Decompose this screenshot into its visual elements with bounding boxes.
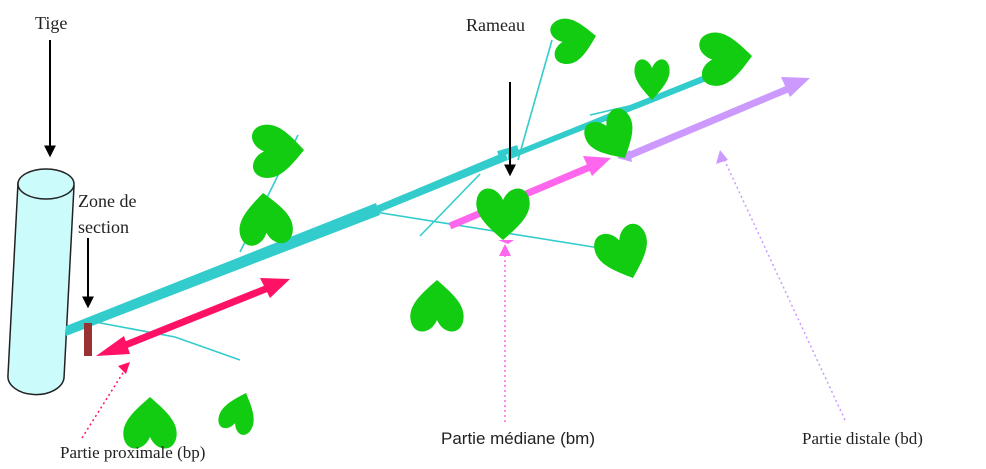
distal-part-arrow (617, 77, 810, 162)
distal-leader-head (716, 150, 728, 164)
leaves (123, 18, 752, 449)
rameau-label: Rameau (466, 15, 525, 35)
section-zone-mark (84, 323, 92, 356)
proximal-leader (81, 367, 127, 439)
stem-cylinder (7, 168, 75, 396)
distal-label: Partie distale (bd) (802, 429, 923, 448)
leaf-icon (699, 32, 752, 86)
leaf-icon (594, 223, 647, 278)
proximal-leader-head (118, 362, 130, 374)
proximal-part-arrow (96, 278, 290, 356)
leaf-icon (550, 18, 596, 64)
distal-leader (722, 156, 846, 421)
tige-label: Tige (35, 13, 68, 33)
leaf-icon (218, 393, 254, 435)
leaf-icon (634, 59, 670, 100)
zone-label-line2: section (78, 217, 129, 237)
leaf-icon (410, 280, 464, 332)
leaf-icon (476, 188, 530, 240)
median-leader-head (499, 244, 511, 256)
leaf-icon (252, 124, 304, 178)
leaf-icon (239, 193, 293, 246)
leaf-icon (123, 397, 177, 449)
median-label: Partie médiane (bm) (441, 429, 596, 448)
leaf-icon (584, 108, 633, 158)
zone-label-line1: Zone de (78, 191, 137, 211)
proximal-label: Partie proximale (bp) (60, 443, 206, 462)
leaf-petioles (94, 39, 656, 361)
